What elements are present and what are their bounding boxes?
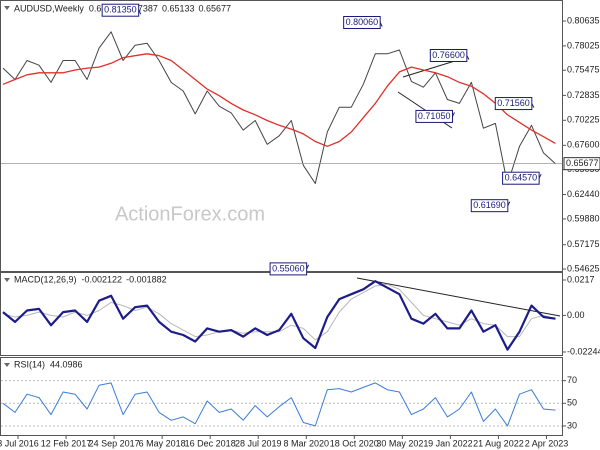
series-line (2, 280, 556, 351)
header-value: -0.002122 (82, 274, 123, 284)
y-tick-label: -0.022445 (567, 346, 600, 356)
y-tick-label: 0.72835 (567, 90, 600, 100)
rsi-panel (0, 357, 563, 436)
y-tick-label: 0.0217 (567, 274, 595, 284)
indicator-title: AUDUSD,Weekly (14, 3, 84, 13)
x-tick-label: 2 Apr 2023 (525, 438, 569, 448)
annotation-label: 0.55060 (272, 263, 305, 273)
series-line (2, 382, 556, 427)
annotation-box (494, 97, 533, 111)
header-value: 0.65133 (162, 3, 195, 13)
x-tick-label: 6 May 2018 (139, 438, 186, 448)
watermark: ActionForex.com (115, 203, 265, 225)
annotation-box (470, 199, 509, 213)
annotation-label: 0.80060 (346, 17, 379, 27)
x-tick-label: 21 Aug 2022 (473, 438, 524, 448)
panel-icon (4, 6, 10, 10)
annotation-box (502, 171, 540, 185)
header-value: 0.65677 (199, 3, 232, 13)
x-tick-label: 30 May 2021 (376, 438, 428, 448)
last-price-label: 0.65677 (566, 158, 599, 168)
x-tick-label: 12 Feb 2017 (41, 438, 92, 448)
series-line (2, 31, 556, 185)
annotation-box (343, 16, 381, 30)
header-value: -0.001882 (126, 274, 167, 284)
annotation-box (415, 109, 453, 123)
y-tick-label: 0.75475 (567, 65, 600, 75)
x-tick-label: 24 Sep 2017 (89, 438, 140, 448)
header-value: 0.67387 (125, 3, 158, 13)
annotation-box (429, 48, 468, 62)
panel-icon (4, 278, 10, 282)
y-tick-label: 0.00 (567, 310, 585, 320)
y-tick-label: 0.67600 (567, 140, 600, 150)
indicator-title: MACD(12,26,9) (14, 274, 77, 284)
y-tick-label: 0.57175 (567, 239, 600, 249)
y-tick-label: 0.59880 (567, 213, 600, 223)
annotation-label: 0.61690 (473, 200, 506, 210)
annotation-label: 0.64570 (505, 173, 538, 183)
y-tick-label: 0.70225 (567, 115, 600, 125)
last-price-box (563, 157, 600, 171)
x-tick-label: 16 Dec 2018 (185, 438, 236, 448)
annotation-label: 0.76600 (432, 50, 465, 60)
y-tick-label: 30 (567, 420, 577, 430)
x-tick-label: 28 Jul 2019 (235, 438, 282, 448)
y-tick-label: 0.78025 (567, 40, 600, 50)
panel-icon (4, 363, 10, 367)
annotation-label: 0.81350 (104, 5, 137, 15)
header-value: 44.0986 (50, 359, 83, 369)
annotation-label: 0.71050 (418, 111, 451, 121)
x-tick-label: 8 Mar 2020 (284, 438, 330, 448)
x-tick-label: 18 Oct 2020 (330, 438, 379, 448)
annotation-box (269, 262, 308, 276)
annotation-label: 0.71560 (497, 98, 530, 108)
y-tick-label: 0.80635 (567, 15, 600, 25)
y-tick-label: 0.62440 (567, 189, 600, 199)
y-tick-label: 50 (567, 398, 577, 408)
trendline (356, 277, 561, 317)
x-tick-label: 9 Jan 2022 (428, 438, 473, 448)
x-tick-label: 3 Jul 2016 (0, 438, 39, 448)
series-line (2, 53, 556, 147)
y-tick-label: 0.54625 (567, 263, 600, 273)
y-tick-label: 70 (567, 375, 577, 385)
indicator-title: RSI(14) (14, 359, 45, 369)
annotation-box (101, 3, 140, 17)
trendline (402, 59, 459, 78)
